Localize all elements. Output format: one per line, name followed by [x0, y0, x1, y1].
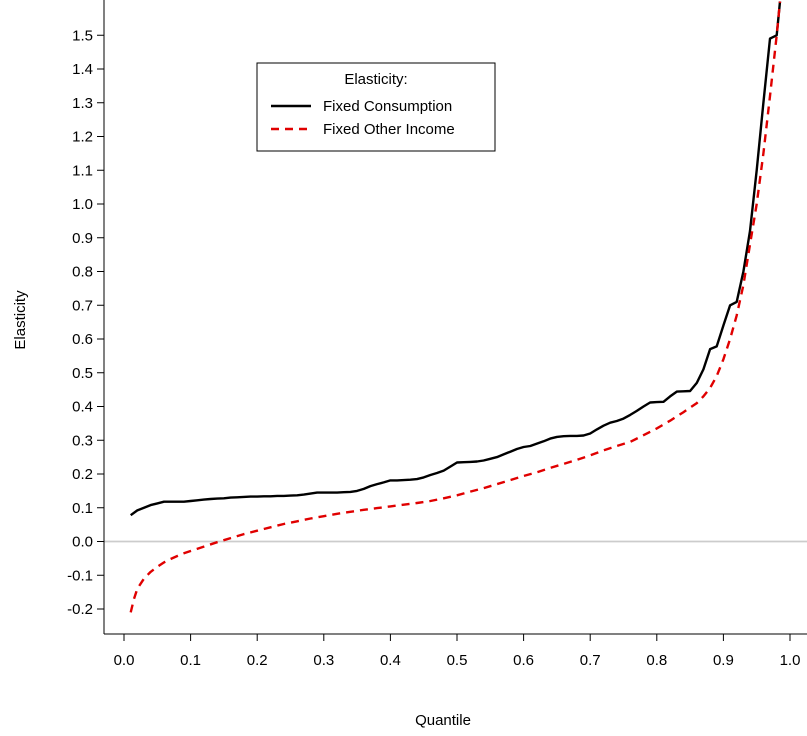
x-tick-label: 0.5: [447, 652, 468, 669]
x-tick-label: 0.4: [380, 652, 401, 669]
y-tick-label: 0.0: [72, 534, 93, 551]
y-tick-label: 0.7: [72, 297, 93, 314]
legend-label-fixed-other-income: Fixed Other Income: [323, 121, 455, 138]
y-tick-label: 1.4: [72, 61, 93, 78]
x-tick-label: 0.9: [713, 652, 734, 669]
x-tick-label: 0.8: [646, 652, 667, 669]
x-tick-label: 0.0: [114, 652, 135, 669]
series-line-fixed-consumption: [129, 1, 782, 517]
y-tick-label: 0.2: [72, 466, 93, 483]
y-tick-label: 1.5: [72, 27, 93, 44]
series-line-fixed-other-income: [129, 1, 782, 613]
y-tick-label: 0.5: [72, 365, 93, 382]
legend-label-fixed-consumption: Fixed Consumption: [323, 98, 452, 115]
y-tick-label: 1.1: [72, 162, 93, 179]
y-tick-label: 0.8: [72, 264, 93, 281]
y-tick-label: 0.9: [72, 230, 93, 247]
y-tick-label: 0.1: [72, 500, 93, 517]
y-axis-title: Elasticity: [12, 290, 29, 350]
x-tick-label: 0.7: [580, 652, 601, 669]
y-tick-label: 1.3: [72, 95, 93, 112]
x-tick-label: 0.3: [313, 652, 334, 669]
y-tick-label: 0.6: [72, 331, 93, 348]
legend-title: Elasticity:: [344, 71, 407, 88]
y-tick-label: 1.0: [72, 196, 93, 213]
x-tick-label: 1.0: [780, 652, 801, 669]
x-axis-title: Quantile: [415, 712, 471, 729]
y-tick-label: 0.3: [72, 432, 93, 449]
y-tick-label: 0.4: [72, 399, 93, 416]
x-tick-label: 0.2: [247, 652, 268, 669]
x-tick-label: 0.1: [180, 652, 201, 669]
y-tick-label: -0.1: [67, 567, 93, 584]
x-tick-label: 0.6: [513, 652, 534, 669]
y-tick-label: -0.2: [67, 601, 93, 618]
legend: Elasticity: Fixed Consumption Fixed Othe…: [256, 62, 496, 152]
y-tick-label: 1.2: [72, 129, 93, 146]
